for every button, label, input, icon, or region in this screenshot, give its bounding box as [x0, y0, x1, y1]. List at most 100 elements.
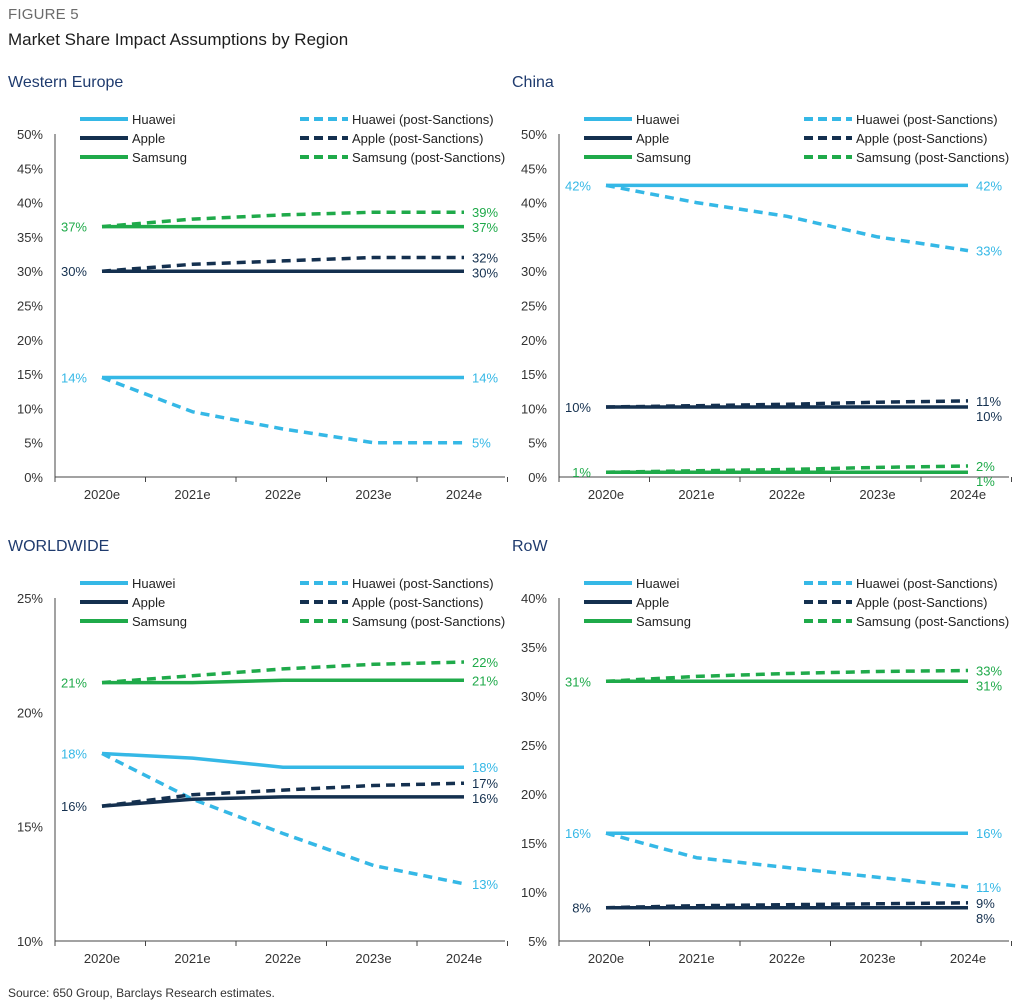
figure-title: Market Share Impact Assumptions by Regio…: [8, 30, 349, 49]
y-tick-label: 45%: [521, 161, 547, 176]
x-tick-label: 2020e: [588, 951, 624, 966]
series-line: [101, 781, 465, 808]
y-tick-label: 20%: [521, 333, 547, 348]
legend-label: Huawei (post-Sanctions): [856, 576, 998, 591]
x-tick-label: 2021e: [174, 487, 210, 502]
x-tick-label: 2023e: [859, 487, 895, 502]
series-line: [605, 901, 969, 910]
legend-label: Apple: [636, 595, 669, 610]
y-tick-label: 15%: [17, 820, 43, 835]
series-line: [101, 660, 465, 685]
data-label: 33%: [976, 664, 1002, 679]
y-tick-label: 10%: [17, 934, 43, 949]
chart-row: RoW 5% 10% 15% 20% 25% 30% 35% 40% 2020e 2021e 202…: [504, 536, 1016, 998]
data-label: 10%: [976, 409, 1002, 424]
legend-label: Samsung: [132, 614, 187, 629]
series-line: [605, 668, 969, 684]
chart-china: China 0% 5% 10% 15% 20% 25% 30% 35% 40% 45% 50% 202…: [504, 72, 1016, 534]
data-label: 18%: [472, 760, 498, 775]
legend-label: Samsung (post-Sanctions): [352, 614, 505, 629]
series-line: [605, 831, 969, 889]
legend-label: Huawei (post-Sanctions): [856, 112, 998, 127]
data-label: 22%: [472, 655, 498, 670]
legend-label: Samsung (post-Sanctions): [856, 614, 1009, 629]
data-label: 37%: [61, 220, 87, 235]
y-tick-label: 35%: [17, 230, 43, 245]
y-tick-label: 5%: [24, 436, 43, 451]
legend-label: Samsung (post-Sanctions): [352, 150, 505, 165]
x-tick-label: 2024e: [950, 951, 986, 966]
legend-label: Apple: [636, 131, 669, 146]
y-tick-label: 40%: [521, 591, 547, 606]
data-label: 31%: [565, 674, 591, 689]
data-label: 11%: [976, 880, 1001, 895]
x-tick-label: 2024e: [950, 487, 986, 502]
series-line: [101, 795, 464, 808]
legend-label: Samsung (post-Sanctions): [856, 150, 1009, 165]
chart-western-europe: Western Europe 0% 5% 10% 15% 20% 25% 30% 35% 40%…: [0, 72, 512, 534]
data-label: 13%: [472, 877, 498, 892]
y-tick-label: 45%: [17, 161, 43, 176]
series-line: [101, 210, 464, 229]
data-label: 31%: [976, 679, 1002, 694]
chart-title: China: [512, 74, 554, 91]
data-label: 5%: [472, 436, 491, 451]
data-label: 17%: [472, 776, 498, 791]
data-label: 14%: [61, 371, 87, 386]
chart-worldwide: WORLDWIDE 10% 15% 20% 25% 2020e 2021e 2022e 202…: [0, 536, 512, 998]
data-label: 16%: [976, 826, 1002, 841]
data-label: 21%: [472, 673, 498, 688]
legend-label: Samsung: [132, 150, 187, 165]
data-label: 16%: [61, 799, 87, 814]
series-line: [101, 751, 465, 886]
data-label: 2%: [976, 459, 995, 474]
legend-label: Huawei: [636, 576, 679, 591]
x-tick-label: 2023e: [355, 951, 391, 966]
x-tick-label: 2021e: [678, 487, 714, 502]
data-label: 30%: [472, 265, 498, 280]
data-label: 8%: [976, 911, 995, 926]
legend-label: Huawei: [132, 112, 175, 127]
series-line: [605, 183, 969, 253]
y-tick-label: 10%: [17, 401, 43, 416]
x-tick-label: 2023e: [355, 487, 391, 502]
legend-label: Samsung: [636, 150, 691, 165]
series-line: [102, 678, 464, 685]
series-line: [101, 751, 464, 769]
data-label: 9%: [976, 896, 995, 911]
data-label: 37%: [472, 220, 498, 235]
figure-label: FIGURE 5: [8, 6, 79, 23]
y-tick-label: 20%: [17, 705, 43, 720]
data-label: 18%: [61, 746, 87, 761]
y-tick-label: 35%: [521, 640, 547, 655]
x-tick-label: 2021e: [174, 951, 210, 966]
y-tick-label: 10%: [521, 885, 547, 900]
data-label: 42%: [565, 178, 591, 193]
y-tick-label: 25%: [521, 299, 547, 314]
y-tick-label: 25%: [17, 299, 43, 314]
y-tick-label: 20%: [521, 787, 547, 802]
chart-title: WORLDWIDE: [8, 538, 110, 555]
data-label: 16%: [472, 791, 498, 806]
y-tick-label: 25%: [17, 591, 43, 606]
y-tick-label: 30%: [17, 264, 43, 279]
y-tick-label: 15%: [521, 367, 547, 382]
data-label: 32%: [472, 250, 498, 265]
x-tick-label: 2021e: [678, 951, 714, 966]
data-label: 16%: [565, 826, 591, 841]
y-tick-label: 40%: [17, 196, 43, 211]
x-tick-label: 2020e: [84, 487, 120, 502]
legend-label: Apple (post-Sanctions): [856, 131, 988, 146]
y-tick-label: 50%: [521, 127, 547, 142]
x-tick-label: 2023e: [859, 951, 895, 966]
x-tick-label: 2024e: [446, 487, 482, 502]
series-line: [605, 464, 969, 474]
data-label: 30%: [61, 264, 87, 279]
series-line: [101, 255, 464, 273]
y-tick-label: 40%: [521, 196, 547, 211]
legend-label: Huawei (post-Sanctions): [352, 112, 494, 127]
legend-label: Apple (post-Sanctions): [352, 131, 484, 146]
legend-label: Apple (post-Sanctions): [856, 595, 988, 610]
y-tick-label: 5%: [528, 934, 547, 949]
data-label: 8%: [572, 901, 591, 916]
